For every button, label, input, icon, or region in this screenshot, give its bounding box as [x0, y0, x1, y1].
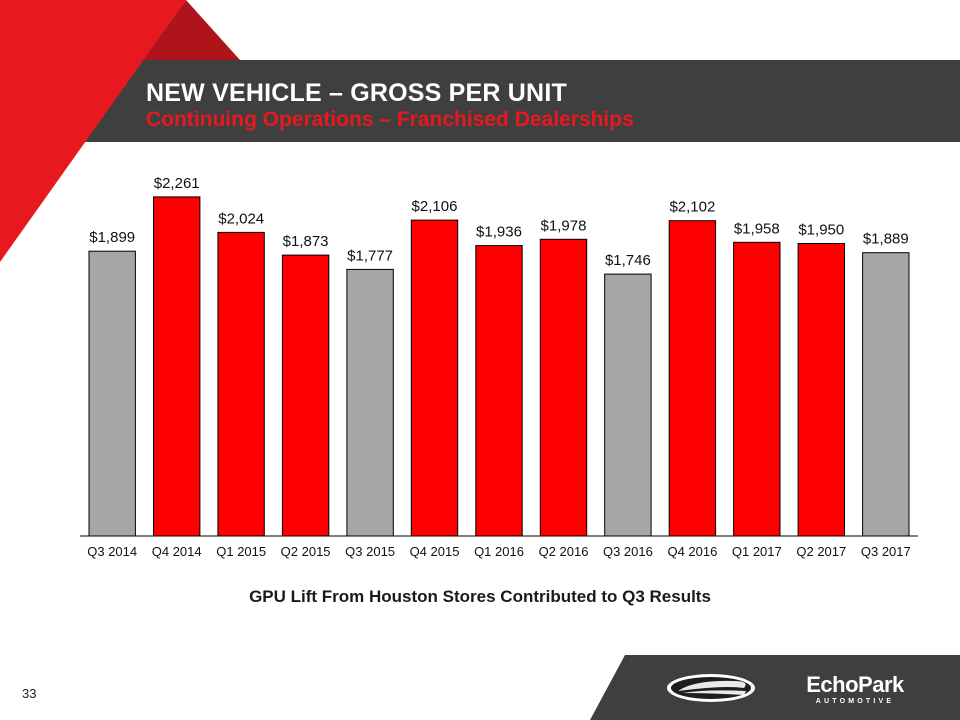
page-number: 33 [22, 686, 37, 701]
value-label: $1,746 [605, 252, 651, 269]
bar-q1-2016 [475, 245, 523, 537]
bar-q4-2014 [153, 196, 201, 537]
x-tick-label: Q1 2017 [732, 544, 782, 559]
x-tick-label: Q4 2015 [410, 544, 460, 559]
bar-q3-2017 [862, 252, 910, 537]
x-tick-label: Q1 2015 [216, 544, 266, 559]
echopark-logo: EchoPark AUTOMOTIVE [806, 672, 904, 710]
echopark-logo-name: EchoPark [806, 672, 904, 697]
value-label: $2,261 [154, 175, 200, 192]
value-label: $2,106 [412, 198, 458, 215]
header-red-triangle [0, 0, 186, 262]
bar-q3-2016 [604, 273, 652, 537]
bar-q3-2014 [88, 250, 136, 537]
value-label: $1,899 [89, 229, 135, 246]
footer-dark-band [590, 655, 960, 720]
value-label: $2,102 [669, 199, 715, 216]
bar-q2-2016 [539, 238, 588, 537]
bar-q4-2016 [668, 220, 717, 537]
bar-q4-2015 [410, 219, 459, 537]
x-tick-label: Q3 2016 [603, 544, 653, 559]
bar-q1-2017 [733, 241, 781, 537]
header-dark-band [0, 60, 960, 142]
slide-title: NEW VEHICLE – GROSS PER UNIT [146, 79, 567, 107]
chart-caption: GPU Lift From Houston Stores Contributed… [249, 587, 711, 606]
value-label: $1,950 [798, 222, 844, 239]
x-tick-label: Q4 2016 [667, 544, 717, 559]
bar-q2-2017 [797, 243, 845, 537]
value-label: $1,873 [283, 233, 329, 250]
slide-subtitle: Continuing Operations – Franchised Deale… [146, 108, 634, 131]
header-dark-red-triangle [143, 0, 240, 60]
x-tick-label: Q2 2016 [539, 544, 589, 559]
bar-q3-2015 [346, 268, 394, 537]
echopark-logo-sub: AUTOMOTIVE [815, 698, 895, 705]
x-tick-label: Q3 2015 [345, 544, 395, 559]
value-labels-group: $1,899 $2,261 $2,024 $1,873 $1,777 $2,106 $1,9… [89, 175, 908, 269]
tick-labels-group: Q3 2014 Q4 2014 Q1 2015 Q2 2015 Q3 2015 Q4 20… [87, 544, 910, 559]
x-tick-label: Q4 2014 [152, 544, 202, 559]
value-label: $1,936 [476, 224, 522, 241]
x-tick-label: Q2 2015 [281, 544, 331, 559]
x-tick-label: Q2 2017 [796, 544, 846, 559]
value-label: $1,978 [541, 217, 587, 234]
value-label: $1,889 [863, 231, 909, 248]
value-label: $2,024 [218, 210, 264, 227]
x-tick-label: Q1 2016 [474, 544, 524, 559]
bar-q2-2015 [281, 254, 330, 537]
x-tick-label: Q3 2014 [87, 544, 137, 559]
value-label: $1,958 [734, 220, 780, 237]
x-tick-label: Q3 2017 [861, 544, 911, 559]
sonic-automotive-logo [667, 674, 755, 702]
value-label: $1,777 [347, 247, 393, 264]
